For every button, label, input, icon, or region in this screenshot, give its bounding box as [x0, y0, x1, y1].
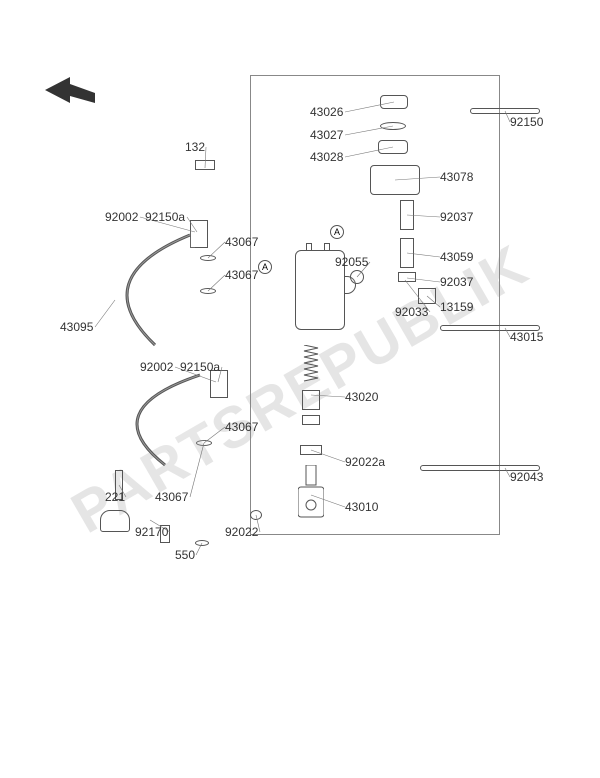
callout-92055: 92055 — [335, 255, 368, 269]
callout-132: 132 — [185, 140, 205, 154]
callout-43078: 43078 — [440, 170, 473, 184]
callout-43027: 43027 — [310, 128, 343, 142]
callout-550: 550 — [175, 548, 195, 562]
part-oring — [350, 270, 364, 284]
callout-43067: 43067 — [225, 420, 258, 434]
callout-43028: 43028 — [310, 150, 343, 164]
part-connector — [418, 288, 436, 304]
part-clamp — [100, 510, 130, 532]
part-clip-92022 — [250, 510, 262, 520]
callout-92037: 92037 — [440, 275, 473, 289]
part-clip — [398, 272, 416, 282]
callout-92170: 92170 — [135, 525, 168, 539]
callout-92037: 92037 — [440, 210, 473, 224]
callout-43067: 43067 — [225, 268, 258, 282]
callout-43059: 43059 — [440, 250, 473, 264]
callout-92150: 92150 — [510, 115, 543, 129]
part-washer1a — [200, 255, 216, 261]
part-spring — [302, 345, 320, 385]
part-banjo-bolt2 — [210, 370, 228, 398]
marker-A: A — [330, 225, 344, 239]
part-cap — [380, 95, 408, 109]
callout-43026: 43026 — [310, 105, 343, 119]
callout-92002: 92002 — [140, 360, 173, 374]
part-reservoir — [370, 165, 420, 195]
marker-A: A — [258, 260, 272, 274]
callout-92022a: 92022a — [345, 455, 385, 469]
part-bolt-long1 — [470, 108, 540, 114]
part-tube2 — [400, 238, 414, 268]
callout-13159: 13159 — [440, 300, 473, 314]
callout-43095: 43095 — [60, 320, 93, 334]
part-tube — [400, 200, 414, 230]
part-washer-550 — [195, 540, 209, 546]
callout-92022: 92022 — [225, 525, 258, 539]
part-cup — [378, 140, 408, 154]
part-ring — [380, 122, 406, 130]
callout-43010: 43010 — [345, 500, 378, 514]
part-hose-bot — [105, 370, 205, 470]
part-retainer — [300, 445, 322, 455]
callout-43067: 43067 — [225, 235, 258, 249]
callout-92033: 92033 — [395, 305, 428, 319]
callout-92002: 92002 — [105, 210, 138, 224]
callout-92043: 92043 — [510, 470, 543, 484]
part-seal — [302, 415, 320, 425]
direction-arrow — [45, 75, 105, 120]
callout-92150a: 92150a — [145, 210, 185, 224]
part-bolt-132 — [195, 160, 215, 170]
callout-43020: 43020 — [345, 390, 378, 404]
part-piston — [302, 390, 320, 410]
part-washer1b — [200, 288, 216, 294]
callout-221: 221 — [105, 490, 125, 504]
callout-92150a: 92150a — [180, 360, 220, 374]
part-pushrod — [298, 465, 324, 520]
callout-43067: 43067 — [155, 490, 188, 504]
callout-43015: 43015 — [510, 330, 543, 344]
part-hose-top — [95, 230, 195, 350]
